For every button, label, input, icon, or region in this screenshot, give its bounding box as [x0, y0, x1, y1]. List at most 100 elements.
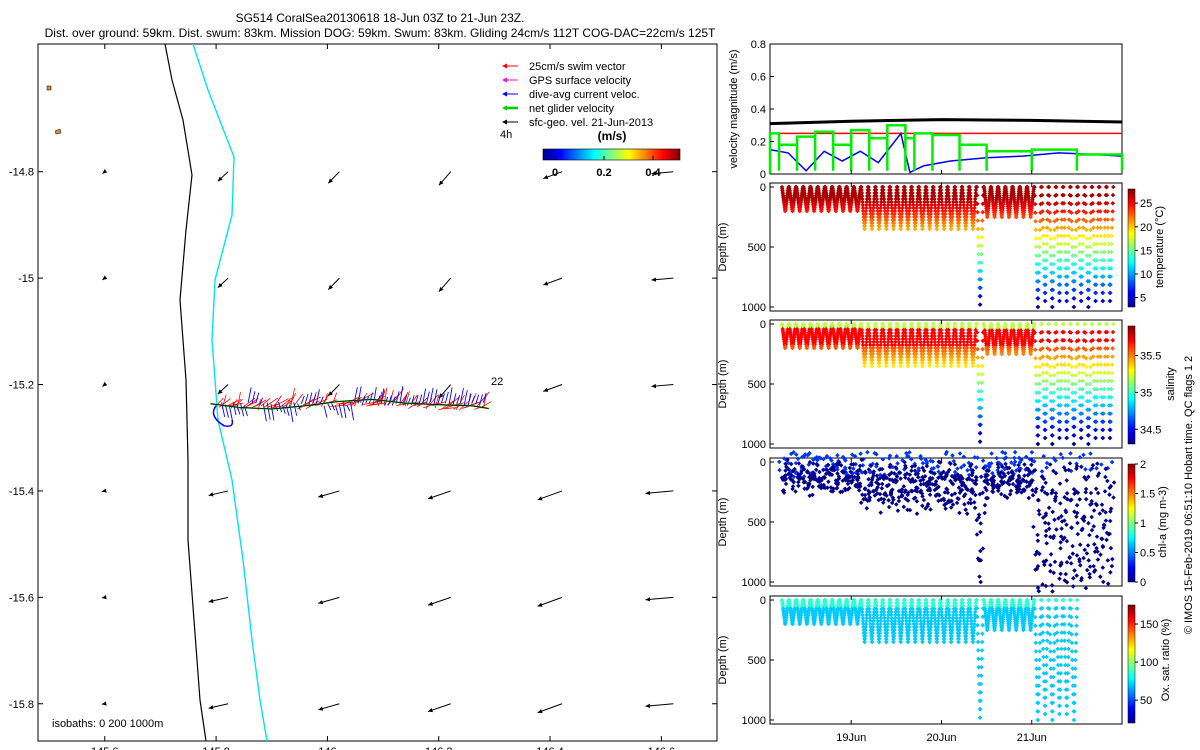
cbar-tick-label: 0.2 — [596, 167, 611, 179]
legend-4h-label: 4h — [500, 129, 512, 141]
islet — [54, 128, 62, 135]
current-vector — [323, 405, 328, 418]
geo-arrow-head — [645, 490, 651, 496]
current-vector — [338, 403, 343, 419]
profile-dot — [1050, 589, 1055, 594]
current-vector — [407, 397, 411, 406]
current-vector — [240, 403, 245, 417]
velocity-ylabel: velocity magnitude (m/s) — [728, 49, 740, 168]
isobath-0m — [164, 44, 207, 741]
geo-arrow-head — [428, 601, 433, 606]
profile-dot — [978, 277, 984, 282]
swim-vector — [476, 391, 490, 407]
current-vector — [471, 395, 476, 403]
swim-vector — [218, 398, 231, 408]
geo-arrow-head — [101, 701, 107, 706]
current-vector — [463, 390, 468, 406]
geo-arrow-head — [543, 174, 549, 180]
geo-arrow-head — [101, 594, 107, 600]
legend-label: 25cm/s swim vector — [529, 61, 626, 73]
geo-arrow-head — [645, 597, 651, 602]
current-vector — [225, 404, 229, 418]
legend-label: net glider velocity — [529, 103, 614, 115]
y-tick-label: -14.8 — [9, 167, 34, 179]
current-vector — [334, 405, 339, 416]
chla-ylabel: Depth (m) — [717, 498, 729, 547]
cbar-tick-label: 10 — [1140, 269, 1152, 281]
y-tick-label: 500 — [748, 242, 766, 254]
legend-label: GPS surface velocity — [529, 75, 632, 87]
current-vector — [331, 402, 336, 411]
cbar-tick-label: 1.5 — [1140, 489, 1155, 501]
swim-vector — [465, 401, 481, 409]
current-vector — [232, 401, 237, 416]
profile-dot — [1012, 449, 1018, 455]
geo-arrow-head — [651, 171, 657, 176]
x-tick-label: 146.4 — [536, 746, 564, 750]
swim-vector — [407, 400, 421, 409]
geo-arrow-head — [217, 282, 223, 288]
geo-arrow-head — [318, 706, 324, 711]
geo-arrow-head — [318, 493, 324, 498]
current-vector — [312, 394, 317, 404]
swim-vector — [260, 398, 271, 407]
map-legend: 25cm/s swim vector GPS surface velocity di… — [500, 61, 681, 179]
legend-arrow-head — [502, 91, 507, 97]
y-tick-label: -15 — [18, 273, 34, 285]
geo-arrow-head — [318, 600, 324, 605]
swim-vector — [290, 388, 296, 405]
current-vector — [319, 396, 324, 404]
current-vector — [441, 393, 445, 403]
map-colorbar-ticks: 0 0.2 0.4 — [552, 156, 662, 179]
geo-arrow-head — [208, 705, 214, 710]
swim-vector — [434, 394, 440, 409]
current-vector — [308, 392, 313, 405]
swim-vector — [383, 387, 388, 405]
legend-label: dive-avg current veloc. — [529, 89, 640, 101]
swim-vector — [380, 389, 386, 405]
y-tick-label: -15.4 — [9, 486, 34, 498]
current-vector — [327, 403, 332, 411]
geo-arrow-head — [651, 383, 657, 389]
legend-arrow-head — [502, 119, 507, 125]
geo-arrow-head — [328, 178, 333, 184]
current-vector — [304, 393, 309, 404]
profile-dot — [1036, 588, 1042, 594]
profile-dot — [1068, 451, 1073, 456]
profile-dot — [1029, 450, 1035, 455]
figure-title: SG514 CoralSea20130618 18-Jun 03Z to 21-… — [236, 11, 525, 25]
current-vector — [460, 388, 464, 403]
geo-arrow-head — [438, 180, 444, 186]
map-colorbar — [542, 148, 681, 161]
current-vector — [437, 394, 442, 404]
map-x-ticks: 145.6145.8146146.2146.4146.6 — [91, 44, 675, 750]
velocity-y-ticks: 00.20.40.60.8 — [751, 39, 774, 181]
profile-dot — [976, 260, 982, 265]
legend-arrow-head — [502, 63, 507, 69]
y-tick-label: 0 — [760, 169, 766, 181]
profile-dot — [957, 451, 963, 456]
current-vector — [475, 394, 480, 405]
swim-vector — [278, 396, 294, 408]
current-vector — [259, 397, 263, 406]
swim-vector — [377, 391, 383, 407]
current-vector — [266, 402, 271, 420]
current-vector — [262, 404, 267, 422]
profile-panels: 00.20.40.60.8 velocity magnitude (m/s) 0… — [717, 39, 1177, 744]
geo-arrow-head — [438, 286, 444, 292]
geo-arrow-head — [208, 492, 214, 497]
geo-arrow — [645, 703, 674, 707]
temperature-cbar-label: temperature (°C) — [1154, 206, 1166, 288]
y-tick-label: 500 — [748, 517, 766, 529]
current-vector — [399, 386, 404, 404]
y-tick-label: -15.8 — [9, 699, 34, 711]
current-vector — [369, 392, 373, 404]
track-end-label: 22 — [491, 376, 503, 388]
geo-arrow-head — [208, 598, 214, 603]
glider-track — [210, 386, 492, 427]
current-vector — [293, 402, 298, 416]
